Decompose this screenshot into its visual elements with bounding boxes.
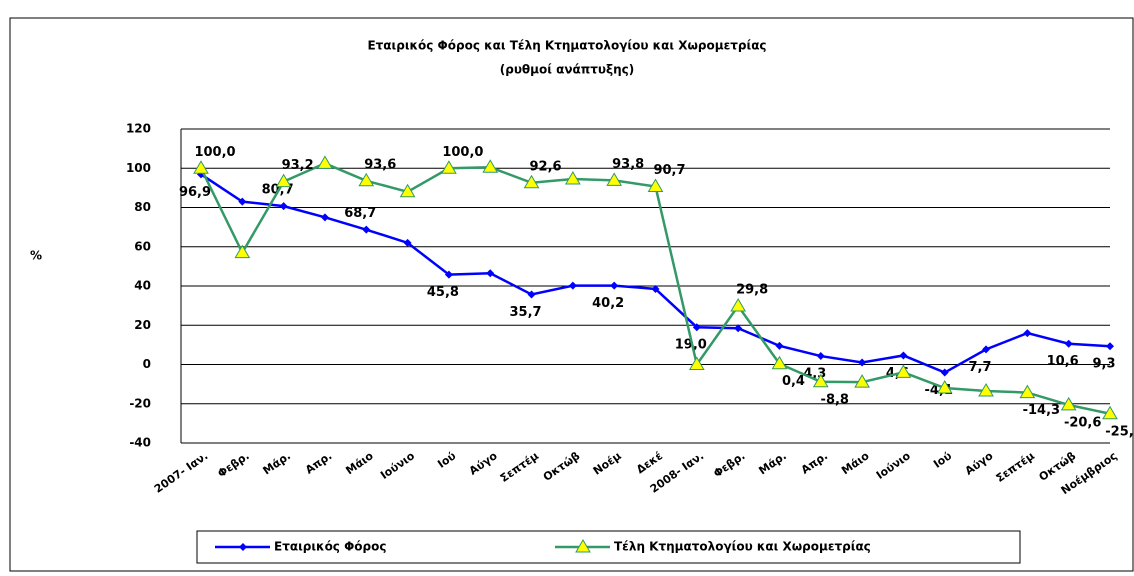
data-label: 9,3 bbox=[1092, 357, 1115, 372]
y-tick-label: 100 bbox=[126, 161, 151, 175]
point-marker bbox=[940, 368, 949, 377]
data-label: 45,8 bbox=[427, 285, 459, 300]
point-marker bbox=[1060, 396, 1077, 411]
point-marker bbox=[982, 345, 991, 354]
data-label: 10,6 bbox=[1047, 354, 1079, 369]
data-label: 90,7 bbox=[653, 163, 685, 178]
point-marker bbox=[441, 160, 457, 174]
point-marker bbox=[899, 351, 908, 360]
data-label: 93,8 bbox=[612, 157, 644, 172]
data-label: 100,0 bbox=[194, 145, 235, 160]
y-tick-label: -20 bbox=[129, 396, 151, 410]
point-marker bbox=[858, 358, 867, 367]
point-marker bbox=[1106, 342, 1114, 351]
point-marker bbox=[575, 539, 591, 553]
point-marker bbox=[238, 197, 247, 206]
point-marker bbox=[234, 244, 251, 259]
point-marker bbox=[730, 298, 747, 312]
data-label: 92,6 bbox=[530, 159, 562, 174]
data-label: 93,6 bbox=[364, 157, 396, 172]
point-marker bbox=[854, 374, 870, 388]
point-marker bbox=[1064, 339, 1073, 348]
chart-title: Εταιρικός Φόρος και Τέλη Κτηματολογίου κ… bbox=[367, 39, 766, 53]
y-tick-label: 60 bbox=[134, 239, 151, 253]
point-marker bbox=[734, 324, 743, 333]
data-label: 7,7 bbox=[969, 360, 992, 375]
data-label: -20,6 bbox=[1064, 415, 1101, 430]
point-marker bbox=[692, 323, 701, 332]
point-marker bbox=[239, 543, 247, 551]
y-tick-label: -40 bbox=[129, 436, 151, 450]
data-label: 40,2 bbox=[592, 296, 624, 311]
point-marker bbox=[688, 356, 705, 370]
point-marker bbox=[399, 183, 416, 198]
point-marker bbox=[486, 269, 495, 278]
point-marker bbox=[403, 238, 412, 247]
point-marker bbox=[812, 373, 829, 388]
data-label: 0,4 bbox=[782, 374, 805, 389]
data-label: -14,3 bbox=[1023, 403, 1060, 418]
point-marker bbox=[1102, 405, 1118, 420]
point-marker bbox=[936, 380, 953, 394]
data-label: 29,8 bbox=[736, 283, 768, 298]
legend-label: Τέλη Κτηματολογίου και Χωρομετρίας bbox=[614, 540, 871, 554]
data-label: 35,7 bbox=[510, 305, 542, 320]
y-tick-label: 40 bbox=[134, 279, 151, 293]
data-label: 19,0 bbox=[675, 338, 707, 353]
data-label: -8,8 bbox=[821, 392, 849, 407]
point-marker bbox=[651, 284, 660, 293]
point-marker bbox=[444, 270, 453, 279]
data-label: 100,0 bbox=[442, 145, 483, 160]
point-marker bbox=[978, 383, 994, 397]
data-label: -25,1 bbox=[1105, 424, 1134, 439]
point-marker bbox=[606, 172, 623, 186]
y-tick-label: 0 bbox=[143, 357, 151, 371]
point-marker bbox=[320, 213, 329, 222]
legend-label: Εταιρικός Φόρος bbox=[274, 540, 387, 554]
data-label: 96,9 bbox=[179, 185, 211, 200]
point-marker bbox=[317, 155, 333, 169]
point-marker bbox=[895, 364, 912, 378]
point-marker bbox=[279, 202, 288, 211]
point-marker bbox=[358, 172, 375, 187]
y-tick-label: 120 bbox=[126, 122, 151, 136]
data-label: 68,7 bbox=[344, 206, 376, 221]
point-marker bbox=[610, 281, 619, 290]
point-marker bbox=[1019, 384, 1036, 399]
point-marker bbox=[523, 174, 540, 189]
point-marker bbox=[816, 352, 825, 361]
point-marker bbox=[193, 160, 209, 174]
y-tick-label: 80 bbox=[134, 200, 151, 214]
point-marker bbox=[775, 341, 784, 350]
point-marker bbox=[568, 281, 577, 290]
chart-frame bbox=[9, 17, 1134, 572]
y-axis-label: % bbox=[30, 249, 42, 263]
y-tick-label: 20 bbox=[134, 318, 151, 332]
point-marker bbox=[362, 225, 371, 234]
point-marker bbox=[771, 355, 788, 370]
point-marker bbox=[275, 173, 292, 188]
chart-subtitle: (ρυθμοί ανάπτυξης) bbox=[500, 63, 635, 77]
point-marker bbox=[647, 178, 664, 193]
point-marker bbox=[482, 159, 499, 173]
point-marker bbox=[1023, 329, 1032, 338]
data-label: 93,2 bbox=[282, 158, 314, 173]
point-marker bbox=[564, 171, 581, 185]
point-marker bbox=[527, 290, 536, 299]
